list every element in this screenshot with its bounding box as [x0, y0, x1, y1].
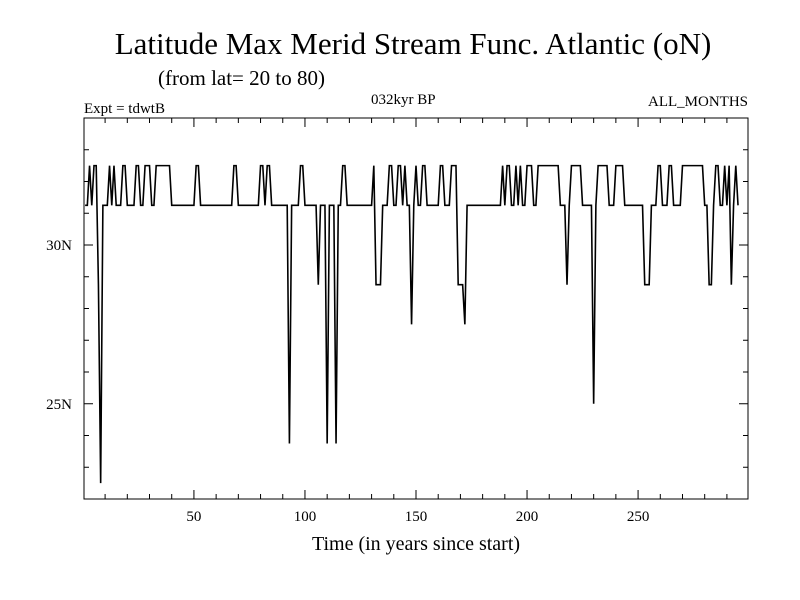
x-tick-label: 50 [186, 509, 201, 525]
plot-frame [83, 117, 749, 500]
x-tick-label: 150 [405, 509, 428, 525]
y-tick-label: 30N [46, 238, 72, 254]
x-tick-label: 200 [516, 509, 539, 525]
months-label: ALL_MONTHS [648, 94, 748, 110]
x-tick-label: 100 [294, 509, 317, 525]
chart-subtitle: (from lat= 20 to 80) [158, 66, 325, 90]
x-axis-label: Time (in years since start) [311, 533, 521, 555]
axis-tick-labels: 50 100 150 200 250 25N 30N [46, 238, 649, 525]
experiment-label: Expt = tdwtB [84, 101, 165, 117]
data-series-line [85, 164, 739, 484]
time-period-label: 032kyr BP [371, 92, 436, 108]
chart-title: Latitude Max Merid Stream Func. Atlantic… [114, 26, 712, 61]
y-tick-label: 25N [46, 397, 72, 413]
x-tick-label: 250 [627, 509, 650, 525]
